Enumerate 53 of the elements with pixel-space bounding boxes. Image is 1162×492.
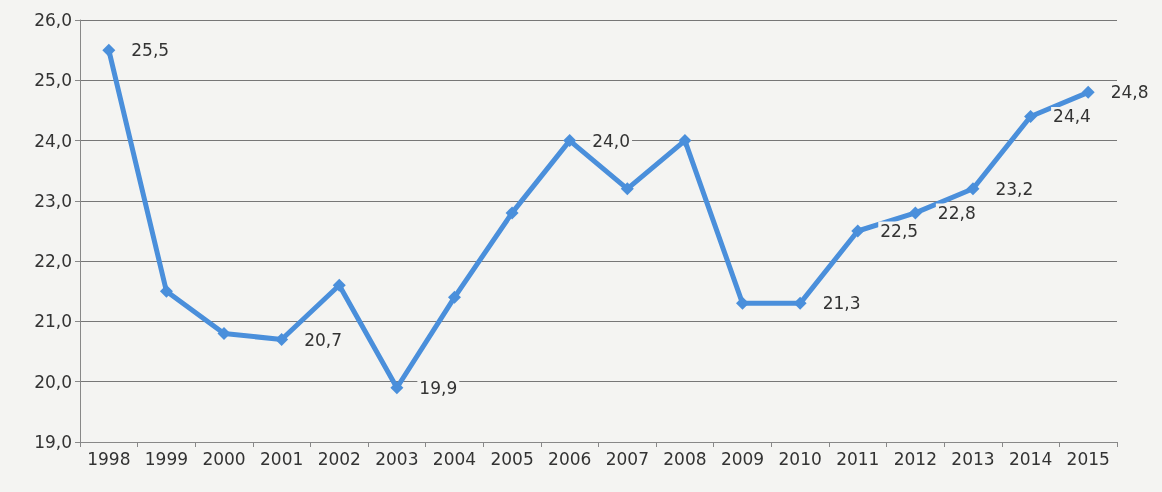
x-tick-label: 2013: [951, 448, 995, 469]
point: [1024, 109, 1038, 123]
data-label: 21,3: [822, 293, 861, 314]
x-tick-label: 2001: [260, 448, 304, 469]
point: [159, 284, 173, 298]
x-tick-label: 2003: [375, 448, 419, 469]
point: [217, 326, 231, 340]
x-tick-label: 2009: [720, 448, 765, 469]
point: [447, 290, 461, 304]
x-tick-label: 2002: [317, 448, 361, 469]
x-tick-label: 2012: [893, 448, 937, 469]
x-tick-label: 2008: [663, 448, 707, 469]
x-tick-label: 2010: [778, 448, 822, 469]
point: [793, 296, 807, 310]
point: [390, 381, 404, 395]
point: [275, 333, 289, 347]
point: [620, 182, 634, 196]
data-label: 24,8: [1110, 82, 1149, 103]
x-tick-label: 2000: [202, 448, 246, 469]
point: [102, 43, 116, 57]
y-tick-label: 20,0: [34, 371, 72, 392]
data-label: 23,2: [995, 178, 1034, 199]
data-label: 22,5: [880, 221, 919, 241]
x-tick-label: 2007: [605, 448, 649, 469]
point: [505, 206, 519, 220]
point: [563, 134, 577, 148]
point: [1081, 85, 1095, 99]
y-tick-label: 23,0: [34, 190, 72, 211]
y-tick-label: 21,0: [34, 311, 72, 332]
x-tick-label: 2015: [1066, 448, 1110, 469]
data-label: 20,7: [304, 329, 342, 350]
x-tick-label: 2006: [548, 448, 592, 469]
data-label: 19,9: [419, 377, 458, 398]
y-tick-label: 19,0: [34, 432, 72, 452]
y-tick-label: 24,0: [34, 130, 72, 151]
x-tick-label: 2011: [836, 448, 880, 469]
y-tick-label: 22,0: [34, 251, 72, 272]
y-tick-label: 26,0: [34, 10, 72, 30]
data-label: 24,4: [1053, 106, 1091, 127]
data-label: 24,0: [592, 130, 631, 151]
point: [851, 224, 865, 238]
y-tick-label: 25,0: [34, 70, 72, 91]
x-tick-label: 2014: [1008, 448, 1053, 469]
x-tick-label: 2004: [432, 448, 477, 469]
x-tick-label: 1999: [144, 448, 189, 469]
data-label: 25,5: [131, 40, 170, 61]
point: [966, 182, 980, 196]
x-tick-label: 2005: [490, 448, 534, 469]
data-label: 22,8: [937, 202, 976, 223]
point: [908, 206, 922, 220]
point: [332, 278, 346, 292]
point: [678, 134, 692, 148]
x-tick-label: 1998: [87, 448, 131, 469]
